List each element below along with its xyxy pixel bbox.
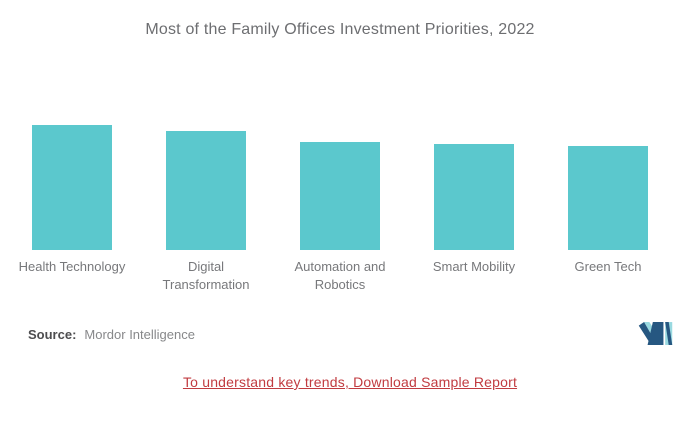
bar-label: Automation and Robotics <box>294 259 386 292</box>
source-label: Source: <box>28 327 77 342</box>
bar-area <box>568 100 648 250</box>
chart-title: Most of the Family Offices Investment Pr… <box>145 21 535 38</box>
bar-health-technology <box>32 125 112 250</box>
bar-column: Health Technology <box>5 100 139 294</box>
bar-area <box>32 100 112 250</box>
bar-green-tech <box>568 146 648 250</box>
bar-column: Digital Transformation <box>139 100 273 294</box>
bar-column: Automation and Robotics <box>273 100 407 294</box>
bar-label: Digital Transformation <box>162 259 250 292</box>
bar-label: Green Tech <box>574 259 642 274</box>
bar-label: Health Technology <box>18 259 126 274</box>
source-value: Mordor Intelligence <box>84 327 195 342</box>
bar-automation-and-robotics <box>300 142 380 250</box>
bar-area <box>434 100 514 250</box>
bar-smart-mobility <box>434 144 514 250</box>
bar-area <box>300 100 380 250</box>
bar-area <box>166 100 246 250</box>
mordor-intelligence-logo-icon <box>637 321 674 346</box>
bar-label: Smart Mobility <box>432 259 516 274</box>
source-line: Source: Mordor Intelligence <box>28 327 195 342</box>
bar-digital-transformation <box>166 131 246 250</box>
link-row: To understand key trends, Download Sampl… <box>0 374 700 392</box>
download-report-link[interactable]: To understand key trends, Download Sampl… <box>182 374 518 390</box>
bar-column: Smart Mobility <box>407 100 541 294</box>
bar-column: Green Tech <box>541 100 675 294</box>
plot-area: Health Technology Digital Transformation A… <box>5 100 675 294</box>
